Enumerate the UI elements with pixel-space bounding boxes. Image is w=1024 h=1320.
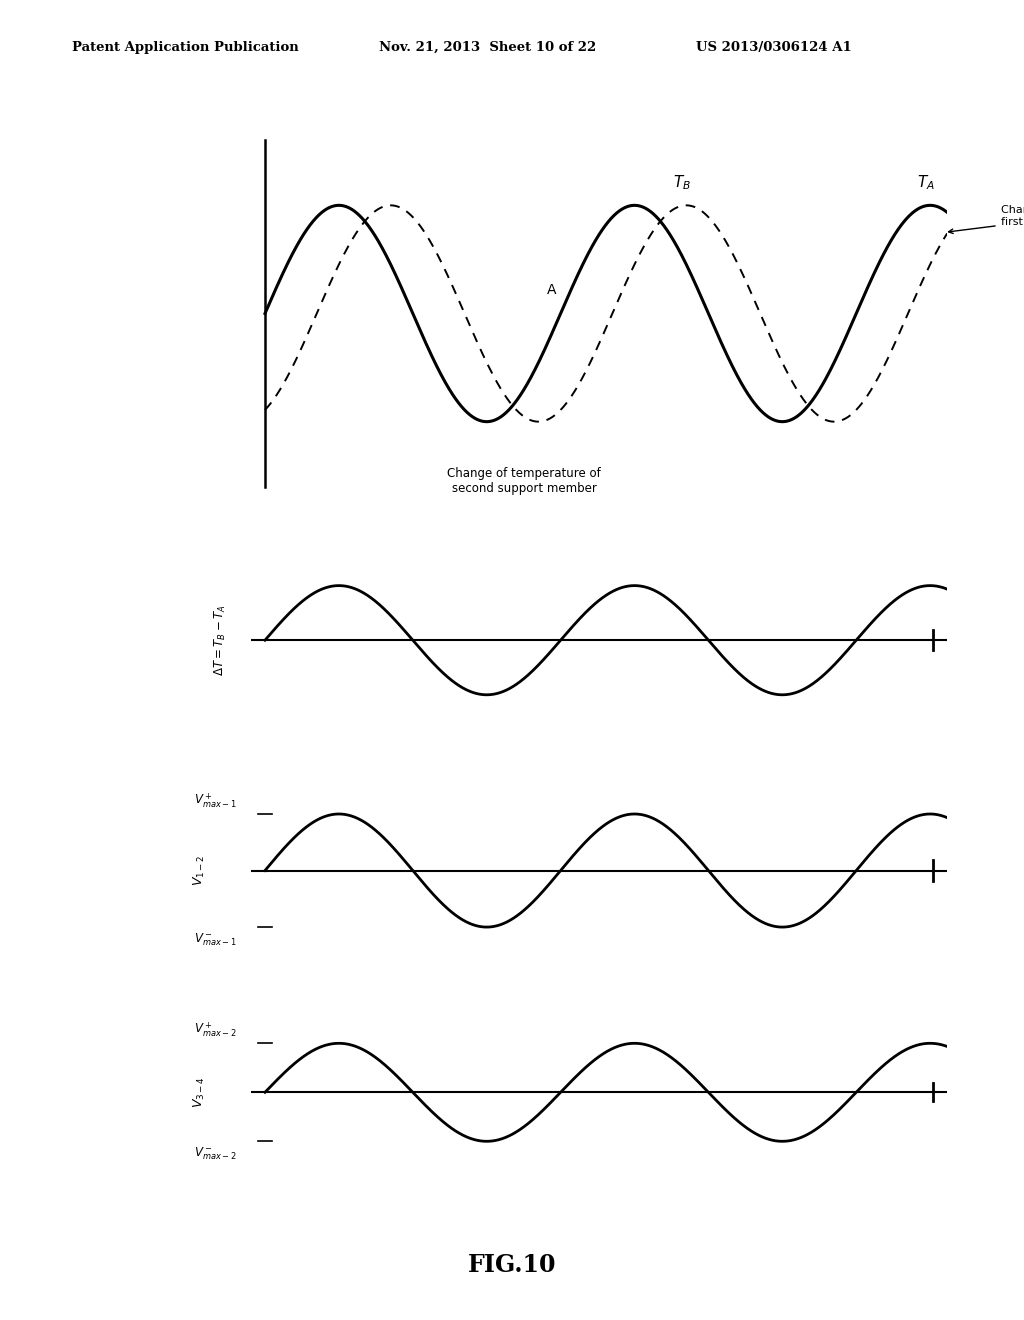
Text: $T_A$: $T_A$ bbox=[916, 174, 934, 193]
Text: $V^-_{max-1}$: $V^-_{max-1}$ bbox=[195, 932, 237, 948]
Text: $\Delta T=T_B-T_A$: $\Delta T=T_B-T_A$ bbox=[213, 605, 227, 676]
Text: A: A bbox=[547, 284, 556, 297]
Text: Patent Application Publication: Patent Application Publication bbox=[72, 41, 298, 54]
Text: $V^+_{max-2}$: $V^+_{max-2}$ bbox=[195, 1020, 237, 1039]
Text: $V_{1-2}$: $V_{1-2}$ bbox=[193, 855, 207, 886]
Text: Nov. 21, 2013  Sheet 10 of 22: Nov. 21, 2013 Sheet 10 of 22 bbox=[379, 41, 596, 54]
Text: $V^-_{max-2}$: $V^-_{max-2}$ bbox=[195, 1146, 237, 1163]
Text: US 2013/0306124 A1: US 2013/0306124 A1 bbox=[696, 41, 852, 54]
Text: $T_B$: $T_B$ bbox=[673, 174, 690, 193]
Text: FIG.10: FIG.10 bbox=[468, 1253, 556, 1276]
Text: Change of temperature of
second support member: Change of temperature of second support … bbox=[447, 467, 601, 495]
Text: $V^+_{max-1}$: $V^+_{max-1}$ bbox=[195, 791, 237, 809]
Text: Change of temperature of
first support member: Change of temperature of first support m… bbox=[948, 206, 1024, 234]
Text: $V_{3-4}$: $V_{3-4}$ bbox=[193, 1076, 207, 1109]
